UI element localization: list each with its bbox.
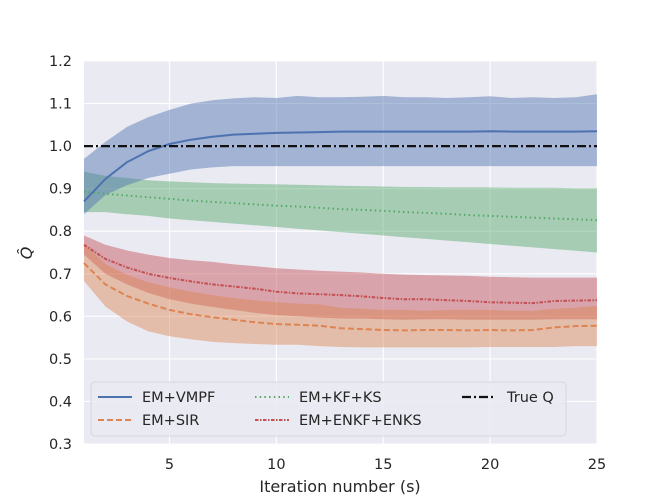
band-em-kf-ks bbox=[84, 171, 597, 253]
legend-box bbox=[90, 381, 567, 437]
legend-label-em-kf-ks: EM+KF+KS bbox=[299, 390, 382, 406]
y-tick-label: 1.1 bbox=[49, 97, 72, 113]
x-tick-label: 15 bbox=[374, 457, 392, 473]
legend-label-true-q: True Q bbox=[506, 390, 554, 406]
legend-label-em-enkf-enks: EM+ENKF+ENKS bbox=[299, 413, 422, 429]
y-tick-label: 1.0 bbox=[49, 139, 72, 155]
line-em-vmpf bbox=[83, 130, 598, 203]
line-em-kf-ks bbox=[83, 190, 598, 222]
legend-label-em-sir: EM+SIR bbox=[142, 413, 199, 429]
x-axis-ticks: 5 10 15 20 25 bbox=[165, 457, 606, 473]
x-tick-label: 25 bbox=[588, 457, 606, 473]
y-tick-label: 0.4 bbox=[49, 394, 72, 410]
confidence-bands bbox=[84, 94, 597, 348]
band-em-sir bbox=[84, 244, 597, 348]
x-tick-label: 10 bbox=[267, 457, 285, 473]
band-em-vmpf bbox=[84, 94, 597, 215]
line-em-sir bbox=[83, 262, 598, 332]
x-axis-label: Iteration number (s) bbox=[259, 477, 420, 496]
x-tick-label: 5 bbox=[165, 457, 174, 473]
y-axis-label: Q̂ bbox=[17, 247, 36, 260]
line-em-enkf-enks bbox=[83, 243, 598, 305]
legend: EM+VMPF EM+KF+KS True Q EM+SIR EM+ENKF+E… bbox=[90, 381, 567, 437]
legend-label-em-vmpf: EM+VMPF bbox=[142, 390, 215, 406]
y-tick-label: 0.9 bbox=[49, 182, 72, 198]
y-tick-label: 1.2 bbox=[49, 54, 72, 70]
y-tick-label: 0.6 bbox=[49, 309, 72, 325]
y-tick-label: 0.5 bbox=[49, 352, 72, 368]
y-axis-ticks: 0.3 0.4 0.5 0.6 0.7 0.8 0.9 1.0 1.1 1.2 bbox=[49, 54, 72, 453]
x-tick-label: 20 bbox=[481, 457, 499, 473]
band-em-enkf-enks bbox=[84, 235, 597, 320]
y-tick-label: 0.3 bbox=[49, 437, 72, 453]
series-lines bbox=[83, 130, 598, 332]
y-tick-label: 0.7 bbox=[49, 267, 72, 283]
y-tick-label: 0.8 bbox=[49, 224, 72, 240]
